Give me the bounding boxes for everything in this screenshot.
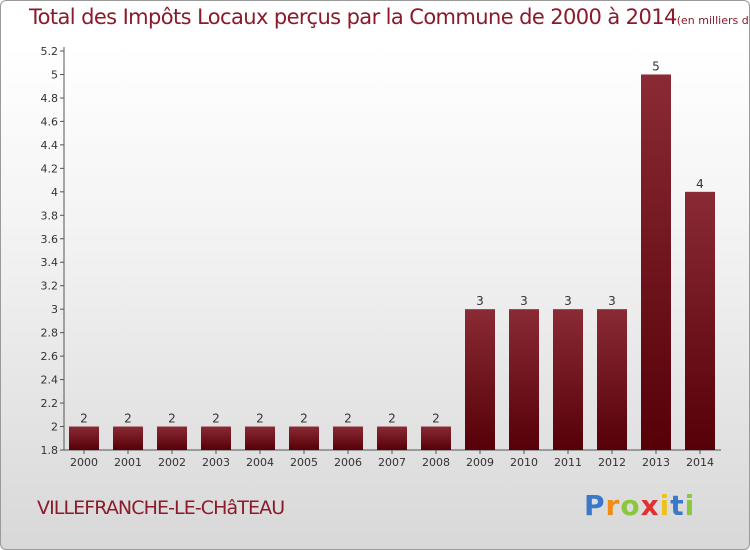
logo-letter: r — [605, 489, 621, 522]
y-tick-label: 4.2 — [41, 162, 59, 175]
chart-title: Total des Impôts Locaux perçus par la Co… — [29, 5, 749, 29]
x-tick-label: 2002 — [158, 456, 186, 469]
chart-bars — [69, 74, 715, 451]
x-tick-label: 2003 — [202, 456, 230, 469]
y-tick-label: 4.4 — [41, 139, 59, 152]
y-tick-label: 4.8 — [41, 92, 59, 105]
y-tick-label: 2.2 — [41, 397, 59, 410]
bar — [553, 309, 583, 450]
y-tick-label: 3 — [51, 303, 58, 316]
bar — [509, 309, 539, 450]
y-tick-label: 3.8 — [41, 209, 59, 222]
logo-letter: i — [659, 489, 671, 522]
bar — [245, 426, 275, 450]
logo-letter: o — [620, 489, 641, 522]
x-tick-label: 2004 — [246, 456, 274, 469]
bar — [333, 426, 363, 450]
data-label: 2 — [432, 412, 440, 426]
x-tick-label: 2010 — [510, 456, 538, 469]
y-tick-label: 1.8 — [41, 444, 59, 457]
y-tick-label: 2 — [51, 421, 58, 434]
data-label: 2 — [80, 412, 88, 426]
x-tick-label: 2009 — [466, 456, 494, 469]
data-label: 3 — [608, 294, 616, 308]
bar — [641, 74, 671, 451]
x-tick-label: 2001 — [114, 456, 142, 469]
y-tick-label: 2.8 — [41, 327, 59, 340]
data-label: 2 — [168, 412, 176, 426]
y-tick-label: 5 — [51, 68, 58, 81]
data-label: 2 — [300, 412, 308, 426]
bar — [377, 426, 407, 450]
y-tick-label: 3.2 — [41, 280, 59, 293]
x-tick-label: 2011 — [554, 456, 582, 469]
bar — [597, 309, 627, 450]
bar — [421, 426, 451, 450]
chart-title-text: Total des Impôts Locaux perçus par la Co… — [29, 5, 677, 29]
logo-letter: t — [670, 489, 685, 522]
bar — [685, 191, 715, 450]
x-tick-label: 2012 — [598, 456, 626, 469]
y-tick-label: 3.4 — [41, 256, 59, 269]
x-tick-label: 2008 — [422, 456, 450, 469]
proxiti-logo: Proxiti — [584, 489, 695, 522]
data-label: 2 — [344, 412, 352, 426]
chart-axes: 1.8 2 2.2 2.4 2.6 2.8 3 3.2 3.4 3.6 3.8 4 4.2 4.4 4.6 4… — [41, 45, 721, 457]
data-label: 3 — [520, 294, 528, 308]
x-tick-label: 2013 — [642, 456, 670, 469]
data-label: 3 — [476, 294, 484, 308]
data-label: 4 — [696, 177, 704, 191]
data-label: 5 — [652, 59, 660, 73]
bar — [113, 426, 143, 450]
y-tick-label: 4 — [51, 186, 58, 199]
logo-letter: P — [584, 489, 606, 522]
bar — [201, 426, 231, 450]
data-label: 2 — [212, 412, 220, 426]
bar — [157, 426, 187, 450]
y-tick-label: 5.2 — [41, 45, 59, 58]
x-tick-label: 2000 — [70, 456, 98, 469]
data-label: 2 — [388, 412, 396, 426]
x-tick-label: 2006 — [334, 456, 362, 469]
data-label: 2 — [256, 412, 264, 426]
logo-letter: i — [684, 489, 696, 522]
x-tick-label: 2007 — [378, 456, 406, 469]
bar — [465, 309, 495, 450]
y-tick-label: 4.6 — [41, 115, 59, 128]
chart-labels: 2000 2 2001 2 2002 2 2003 2 2004 2 2005 2 2006 2 2007 2… — [70, 59, 714, 469]
y-tick-label: 2.6 — [41, 350, 59, 363]
data-label: 2 — [124, 412, 132, 426]
chart-unit: (en milliers d'€) — [676, 14, 749, 27]
bar — [289, 426, 319, 450]
y-tick-label: 2.4 — [41, 374, 59, 387]
x-tick-label: 2005 — [290, 456, 318, 469]
x-tick-label: 2014 — [686, 456, 714, 469]
bar — [69, 426, 99, 450]
y-tick-label: 3.6 — [41, 233, 59, 246]
logo-letter: x — [640, 489, 660, 522]
data-label: 3 — [564, 294, 572, 308]
commune-name: VILLEFRANCHE-LE-CHâTEAU — [37, 497, 285, 519]
